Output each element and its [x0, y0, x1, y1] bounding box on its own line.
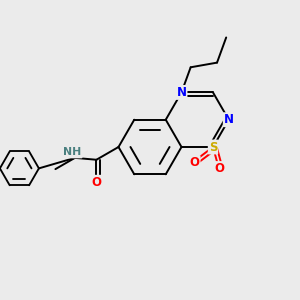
Text: N: N	[176, 86, 187, 99]
Text: O: O	[190, 156, 200, 169]
Text: NH: NH	[63, 148, 82, 158]
Text: O: O	[214, 162, 225, 175]
Text: S: S	[209, 140, 217, 154]
Text: N: N	[224, 113, 234, 126]
Text: O: O	[92, 176, 101, 189]
